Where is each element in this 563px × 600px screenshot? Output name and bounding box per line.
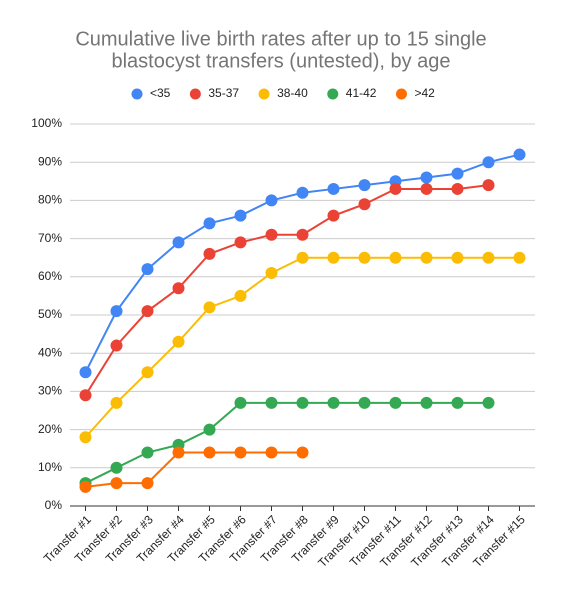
y-tick-label: 90%: [38, 154, 62, 168]
data-point: [110, 396, 123, 409]
legend-label: 41-42: [346, 86, 377, 100]
legend-marker: [258, 88, 270, 100]
data-point: [451, 251, 464, 264]
data-point: [420, 182, 433, 195]
data-point: [141, 477, 154, 490]
data-point: [296, 228, 309, 241]
data-point: [203, 446, 216, 459]
legend-label: 38-40: [277, 86, 308, 100]
legend-label: >42: [414, 86, 435, 100]
data-point: [265, 266, 278, 279]
chart-title: blastocyst transfers (untested), by age: [111, 50, 450, 72]
legend-marker: [327, 88, 339, 100]
data-point: [172, 446, 185, 459]
data-point: [141, 305, 154, 318]
data-point: [296, 446, 309, 459]
data-point: [389, 396, 402, 409]
y-tick-label: 40%: [38, 345, 62, 359]
data-point: [265, 228, 278, 241]
data-point: [296, 396, 309, 409]
data-point: [451, 167, 464, 180]
data-point: [234, 209, 247, 222]
legend-marker: [131, 88, 143, 100]
data-point: [482, 156, 495, 169]
data-point: [420, 171, 433, 184]
data-point: [141, 263, 154, 276]
data-point: [451, 396, 464, 409]
data-point: [358, 198, 371, 211]
data-point: [265, 396, 278, 409]
data-point: [265, 194, 278, 207]
y-tick-label: 10%: [38, 460, 62, 474]
data-point: [110, 305, 123, 318]
y-tick-label: 70%: [38, 231, 62, 245]
data-point: [234, 396, 247, 409]
data-point: [482, 179, 495, 192]
data-point: [110, 339, 123, 352]
data-point: [265, 446, 278, 459]
data-point: [513, 148, 526, 161]
data-point: [141, 446, 154, 459]
data-point: [358, 251, 371, 264]
y-tick-label: 80%: [38, 193, 62, 207]
data-point: [110, 477, 123, 490]
data-point: [203, 247, 216, 260]
data-point: [327, 251, 340, 264]
data-point: [172, 236, 185, 249]
data-point: [79, 480, 92, 493]
y-tick-label: 60%: [38, 269, 62, 283]
data-point: [79, 389, 92, 402]
data-point: [203, 423, 216, 436]
y-tick-label: 50%: [38, 307, 62, 321]
data-point: [172, 335, 185, 348]
data-point: [327, 209, 340, 222]
data-point: [482, 396, 495, 409]
data-point: [358, 396, 371, 409]
data-point: [234, 289, 247, 302]
data-point: [389, 182, 402, 195]
data-point: [141, 366, 154, 379]
legend-marker: [189, 88, 201, 100]
legend-marker: [395, 88, 407, 100]
data-point: [327, 182, 340, 195]
legend-label: <35: [150, 86, 171, 100]
y-tick-label: 30%: [38, 384, 62, 398]
data-point: [79, 366, 92, 379]
data-point: [234, 446, 247, 459]
data-point: [513, 251, 526, 264]
data-point: [358, 179, 371, 192]
data-point: [110, 461, 123, 474]
legend-label: 35-37: [208, 86, 239, 100]
data-point: [203, 301, 216, 314]
data-point: [296, 186, 309, 199]
data-point: [327, 396, 340, 409]
data-point: [482, 251, 495, 264]
data-point: [172, 282, 185, 295]
data-point: [234, 236, 247, 249]
y-tick-label: 100%: [31, 116, 62, 130]
chart-title: Cumulative live birth rates after up to …: [75, 28, 486, 50]
data-point: [296, 251, 309, 264]
data-point: [420, 396, 433, 409]
data-point: [451, 182, 464, 195]
y-tick-label: 0%: [45, 498, 63, 512]
data-point: [420, 251, 433, 264]
data-point: [389, 251, 402, 264]
y-tick-label: 20%: [38, 422, 62, 436]
data-point: [203, 217, 216, 230]
data-point: [79, 431, 92, 444]
